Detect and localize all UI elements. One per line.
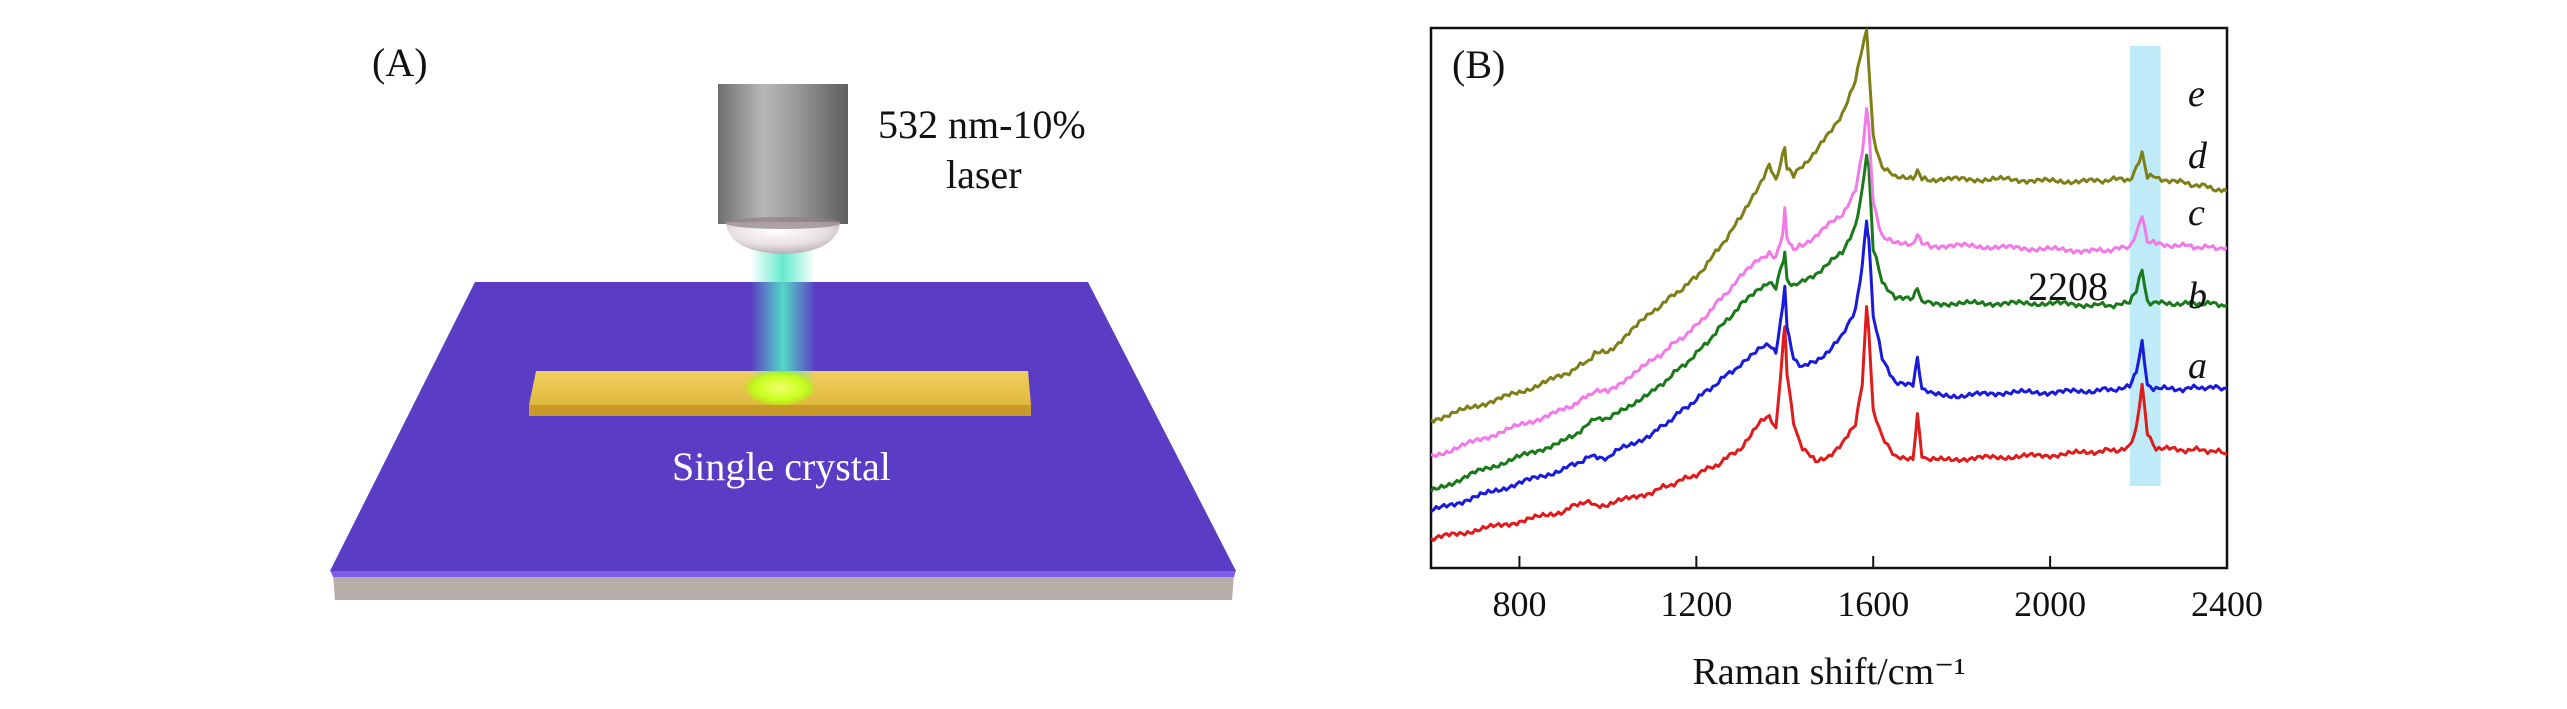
series-label-e: e (2188, 73, 2205, 115)
peak-annotation-2208: 2208 (2028, 264, 2108, 309)
x-tick-label: 2000 (2014, 584, 2086, 624)
objective-tip-shadow (725, 217, 841, 229)
single-crystal-label: Single crystal (672, 444, 891, 489)
laser-spot (746, 371, 814, 405)
plot-frame (1429, 26, 2229, 570)
panel-b-label: (B) (1452, 42, 1505, 87)
panel-a-label: (A) (372, 40, 428, 85)
series-line-a (1431, 305, 2227, 542)
series-label-c: c (2188, 192, 2205, 234)
x-tick-label: 1200 (1660, 584, 1732, 624)
substrate-top (330, 282, 1236, 571)
crystal-front (529, 405, 1031, 416)
series-line-b (1431, 219, 2227, 513)
laser-label-line2: laser (946, 152, 1022, 197)
series-line-c (1431, 153, 2227, 493)
series-line-e (1431, 28, 2227, 424)
laser-label-line1: 532 nm-10% (878, 102, 1086, 147)
x-tick-label: 2400 (2191, 584, 2263, 624)
objective-tip (726, 222, 840, 254)
series-label-a: a (2188, 345, 2207, 387)
x-ticks: 800 1200 1600 2000 2400 (1492, 556, 2263, 624)
series-label-d: d (2188, 135, 2208, 177)
x-tick-label: 800 (1492, 584, 1546, 624)
objective-lens (718, 84, 848, 254)
panel-a: (A) 532 nm-10% laser Single crystal (330, 40, 1236, 600)
x-axis-title: Raman shift/cm⁻¹ (1692, 651, 1965, 693)
series-label-b: b (2188, 275, 2207, 317)
substrate (330, 282, 1236, 600)
objective-body (718, 84, 848, 224)
x-tick-label: 1600 (1837, 584, 1909, 624)
series-line-d (1431, 107, 2227, 459)
series-lines (1431, 28, 2227, 542)
substrate-edge (330, 570, 1236, 577)
substrate-side (333, 574, 1234, 600)
